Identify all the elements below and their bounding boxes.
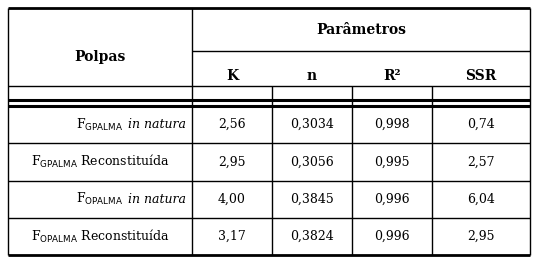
Text: 0,995: 0,995	[374, 155, 410, 168]
Text: 0,996: 0,996	[374, 230, 410, 243]
Text: 0,3056: 0,3056	[290, 155, 334, 168]
Text: 0,3845: 0,3845	[290, 193, 334, 206]
Text: 0,3824: 0,3824	[290, 230, 334, 243]
Text: 3,17: 3,17	[218, 230, 246, 243]
Text: 0,3034: 0,3034	[290, 118, 334, 131]
Text: 0,998: 0,998	[374, 118, 410, 131]
Text: 2,95: 2,95	[467, 230, 495, 243]
Text: R²: R²	[383, 68, 401, 82]
Text: 2,57: 2,57	[467, 155, 495, 168]
Text: K: K	[226, 68, 238, 82]
Text: F$_{\mathrm{GPALMA}}$ Reconstituída: F$_{\mathrm{GPALMA}}$ Reconstituída	[31, 153, 169, 170]
Text: F$_{\mathrm{OPALMA}}$ Reconstituída: F$_{\mathrm{OPALMA}}$ Reconstituída	[31, 228, 169, 245]
Text: n: n	[307, 68, 317, 82]
Text: 0,74: 0,74	[467, 118, 495, 131]
Text: F$_{\mathrm{GPALMA}}$: F$_{\mathrm{GPALMA}}$	[76, 117, 124, 133]
Text: Parâmetros: Parâmetros	[316, 22, 406, 37]
Text: 2,95: 2,95	[218, 155, 246, 168]
Text: in natura: in natura	[128, 193, 186, 206]
Text: SSR: SSR	[465, 68, 497, 82]
Text: 2,56: 2,56	[218, 118, 246, 131]
Text: 6,04: 6,04	[467, 193, 495, 206]
Text: 4,00: 4,00	[218, 193, 246, 206]
Text: F$_{\mathrm{OPALMA}}$: F$_{\mathrm{OPALMA}}$	[76, 191, 124, 207]
Text: Polpas: Polpas	[74, 50, 126, 64]
Text: 0,996: 0,996	[374, 193, 410, 206]
Text: in natura: in natura	[128, 118, 186, 131]
